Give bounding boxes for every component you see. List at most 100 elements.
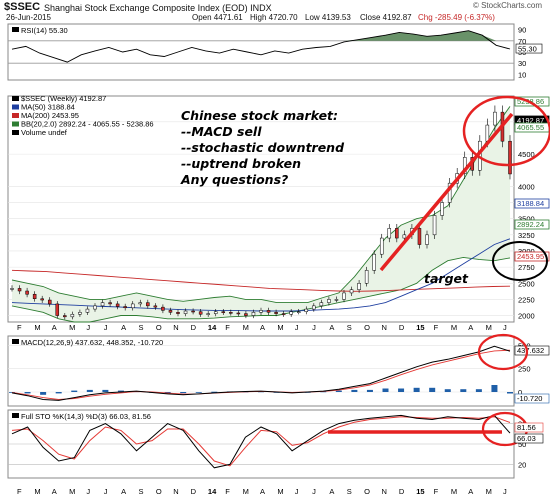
- macd-hist-bar-5: [86, 389, 93, 392]
- macd-value-text: 437.632: [517, 346, 544, 355]
- price-candle-body-40: [312, 305, 316, 310]
- price-candle-body-57: [440, 202, 444, 216]
- x-axis-label-0-3: M: [69, 323, 75, 332]
- price-candle-body-39: [304, 308, 309, 312]
- macd-tick-0: 0: [518, 388, 522, 397]
- price-candle-body-23: [183, 310, 188, 314]
- rsi-value-box: [515, 43, 543, 54]
- price-value-text-5: 2453.95: [517, 252, 544, 261]
- price-candle-body-2: [25, 290, 29, 295]
- rsi-value-text: 55.30: [518, 45, 537, 54]
- x-axis-label-1-1: M: [34, 487, 40, 496]
- price-candle-body-22: [176, 312, 180, 314]
- price-candle-body-48: [372, 253, 376, 271]
- price-legend-3: BB(20,2.0) 2892.24 - 4065.55 - 5238.86: [21, 120, 154, 129]
- x-axis-label-1-8: O: [156, 487, 162, 496]
- price-legend-2: MA(200) 2453.95: [21, 111, 79, 120]
- x-axis-label-1-23: 15: [416, 487, 424, 496]
- price-candle-body-12: [100, 302, 105, 307]
- x-axis-label-0-1: M: [34, 323, 40, 332]
- price-legend-0: $SSEC (Weekly) 4192.87: [21, 94, 106, 103]
- x-axis-label-0-28: J: [503, 323, 507, 332]
- sto-k-box: [514, 422, 544, 433]
- price-candle-body-25: [198, 311, 203, 315]
- x-axis-label-0-15: M: [277, 323, 283, 332]
- x-axis-label-1-24: F: [434, 487, 439, 496]
- macd-hist-bar-3: [55, 392, 62, 394]
- price-value-box-3: [514, 198, 550, 209]
- rsi-legend-swatch: [12, 27, 19, 32]
- x-axis-label-0-21: N: [382, 323, 387, 332]
- x-axis-label-1-21: N: [382, 487, 387, 496]
- sto-legend-swatch: [12, 413, 19, 418]
- macd-hist-bar-1: [24, 392, 31, 394]
- x-axis-label-1-11: 14: [208, 487, 217, 496]
- macd-hist-bar-30: [475, 389, 482, 392]
- price-value-box-0: [514, 96, 550, 107]
- x-axis-label-1-0: F: [17, 487, 22, 496]
- macd-hist-bar-12: [195, 392, 202, 393]
- x-axis-label-0-18: A: [329, 323, 334, 332]
- price-candle-body-11: [93, 305, 97, 310]
- price-candle-body-66: [508, 140, 512, 175]
- macd-hist-bar-23: [366, 389, 373, 392]
- price-candle-body-18: [146, 302, 150, 307]
- annotation-line-4: --uptrend broken: [181, 156, 301, 171]
- price-candle-body-54: [417, 228, 422, 245]
- price-candle-body-9: [78, 312, 82, 315]
- price-candle-body-38: [296, 311, 301, 313]
- price-candle-body-52: [402, 234, 407, 239]
- rsi-tick-10: 10: [518, 70, 526, 79]
- macd-legend-swatch: [12, 339, 19, 344]
- price-candle-body-0: [10, 288, 14, 290]
- bb-band-fill: [12, 106, 510, 323]
- price-candle-body-51: [395, 228, 399, 239]
- price-candle-body-6: [55, 303, 60, 316]
- chart-title: Shanghai Stock Exchange Composite Index …: [44, 3, 272, 13]
- price-tick-3000: 3000: [518, 247, 535, 256]
- price-tick-4500: 4500: [518, 150, 535, 159]
- macd-hist-bar-32: [507, 392, 513, 394]
- price-candle-body-47: [364, 270, 369, 284]
- annotation-line-3: --stochastic downtrend: [181, 140, 345, 155]
- price-candle-body-27: [213, 311, 218, 314]
- uptrend-line: [379, 112, 514, 272]
- chart-date: 26-Jun-2015: [6, 13, 51, 22]
- price-candle-body-29: [229, 312, 233, 314]
- macd-hist-bar-29: [460, 389, 467, 392]
- macd-hist-bar-22: [351, 389, 358, 392]
- price-candle-body-56: [432, 215, 437, 236]
- sto-k-line: [11, 414, 511, 469]
- rsi-tick-30: 30: [518, 59, 526, 68]
- x-axis-label-0-0: F: [17, 323, 22, 332]
- price-legend-swatch-2: [12, 113, 19, 118]
- price-legend-swatch-3: [12, 121, 19, 127]
- x-axis-label-0-23: 15: [416, 323, 424, 332]
- macd-hist-value-text: -10.720: [517, 394, 542, 403]
- x-axis-label-1-13: M: [243, 487, 249, 496]
- price-value-text-4: 2892.24: [517, 220, 544, 229]
- x-axis-label-1-10: D: [191, 487, 197, 496]
- x-axis-label-0-7: S: [139, 323, 144, 332]
- price-value-text-3: 3188.84: [517, 199, 544, 208]
- macd-hist-bar-2: [40, 392, 47, 395]
- chart-symbol: $SSEC: [4, 1, 41, 13]
- price-candle-body-1: [17, 288, 22, 292]
- rsi-panel-frame: [7, 23, 515, 81]
- x-axis-label-1-15: M: [277, 487, 283, 496]
- price-candle-body-42: [327, 299, 331, 303]
- price-candle-body-35: [274, 312, 278, 314]
- target-circle: [492, 241, 548, 281]
- price-value-box-5: [514, 251, 550, 262]
- price-candle-body-30: [236, 312, 241, 315]
- price-candle-body-36: [281, 313, 286, 315]
- annotation-line-2: --MACD sell: [181, 124, 262, 139]
- macd-hist-bar-13: [211, 391, 218, 393]
- sto-d-text: 66.03: [517, 434, 536, 443]
- price-tick-2250: 2250: [518, 295, 535, 304]
- macd-hist-bar-7: [117, 390, 124, 392]
- price-candle-body-17: [138, 302, 143, 305]
- price-candle-body-5: [47, 299, 52, 305]
- price-candle-body-63: [485, 124, 490, 142]
